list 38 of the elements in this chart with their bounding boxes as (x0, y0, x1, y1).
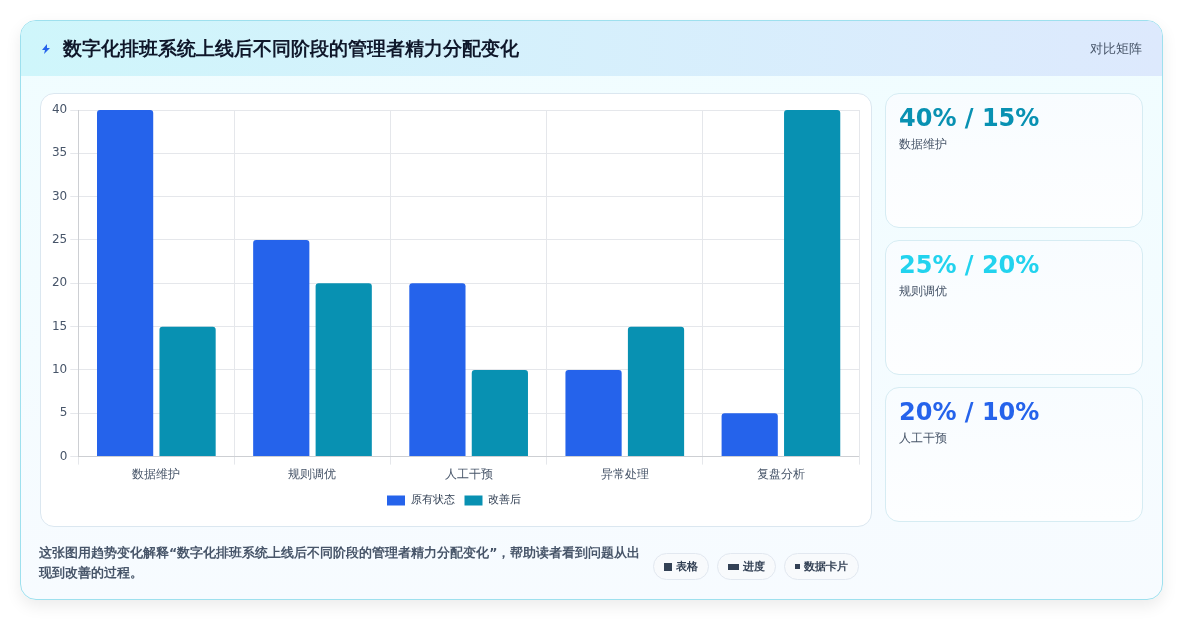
text: 20% / 10% (899, 398, 1041, 426)
bar (159, 326, 216, 457)
text: 对比矩阵 (1090, 40, 1142, 58)
bar (565, 369, 622, 457)
y-tick-label: 5 (59, 405, 68, 420)
text: 数据维护 (899, 136, 948, 153)
text: 表格 (676, 559, 698, 574)
y-tick-label: 25 (51, 232, 68, 247)
bar (97, 110, 154, 457)
bar (721, 413, 778, 457)
y-tick-label: 30 (51, 188, 68, 203)
y-tick-label: 15 (51, 318, 68, 333)
bar (627, 326, 685, 457)
y-tick-label: 40 (51, 102, 68, 117)
x-tick-label: 复盘分析 (756, 466, 805, 481)
text: 25% / 20% (899, 251, 1041, 279)
x-tick-label: 异常处理 (600, 466, 649, 481)
y-tick-label: 35 (51, 145, 68, 160)
x-tick-label: 规则调优 (288, 466, 337, 481)
bar (471, 369, 528, 457)
text: 规则调优 (899, 283, 948, 300)
legend-label: 原有状态 (410, 493, 455, 507)
text: 进度 (743, 559, 765, 574)
text: 这张图用趋势变化解释“数字化排班系统上线后不同阶段的管理者精力分配变化”，帮助读者看到问题从出现到改善的过程。 (39, 544, 642, 582)
x-tick-label: 人工干预 (444, 466, 493, 481)
bar (315, 283, 372, 457)
legend-label: 改善后 (488, 493, 521, 507)
chart-title: 数字化排班系统上线后不同阶段的管理者精力分配变化 (63, 35, 519, 61)
y-tick-label: 20 (51, 275, 68, 290)
text: 人工干预 (899, 430, 948, 447)
y-tick-label: 0 (59, 448, 68, 463)
text: 40% / 15% (899, 104, 1041, 132)
y-tick-label: 10 (51, 362, 68, 377)
bar (253, 239, 310, 457)
x-tick-label: 数据维护 (132, 466, 181, 481)
text: 数据卡片 (804, 559, 848, 574)
bar (784, 110, 841, 457)
bar (409, 283, 466, 457)
